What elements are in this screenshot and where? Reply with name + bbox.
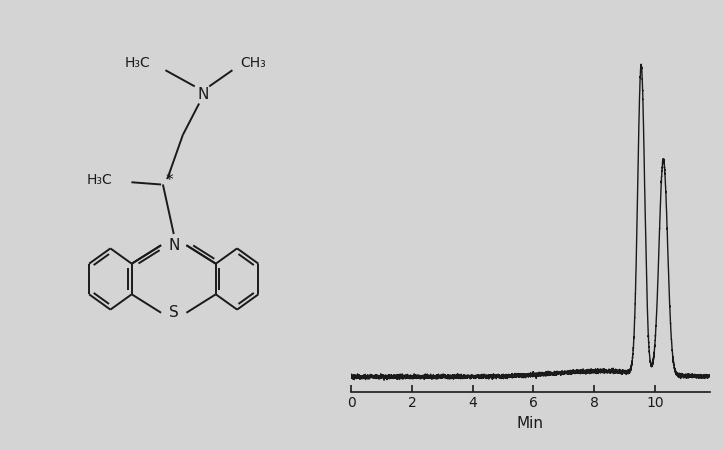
Text: *: * — [166, 173, 173, 189]
Text: H₃C: H₃C — [86, 173, 112, 187]
X-axis label: Min: Min — [517, 416, 544, 431]
Text: N: N — [197, 87, 209, 102]
Text: CH₃: CH₃ — [240, 56, 266, 70]
Text: H₃C: H₃C — [125, 56, 151, 70]
Text: S: S — [169, 305, 179, 320]
Text: N: N — [168, 238, 180, 253]
